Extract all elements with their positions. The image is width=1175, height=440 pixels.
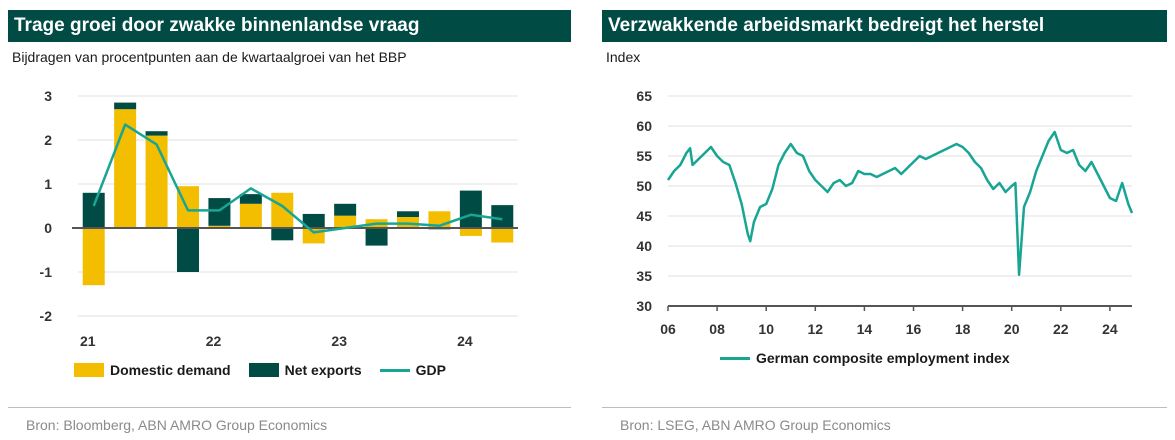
x-tick-label: 23 — [331, 333, 347, 349]
right-chart-plot: 65 60 55 50 45 40 35 30 06 08 10 12 14 16 18 20 22 24 — [636, 88, 1134, 337]
y-tick-label: 30 — [636, 298, 652, 314]
legend-item-employment-index: German composite employment index — [720, 350, 1010, 366]
x-tick-label: 20 — [1004, 321, 1020, 337]
legend-item-domestic-demand: Domestic demand — [74, 362, 231, 378]
bar-net-exports — [491, 205, 514, 228]
bar-net-exports — [145, 131, 168, 136]
bar-domestic-demand — [145, 135, 168, 228]
bar-domestic-demand — [208, 225, 231, 228]
bar-net-exports — [397, 211, 419, 217]
y-tick-label: -2 — [40, 308, 53, 324]
bar-net-exports — [239, 194, 262, 204]
gdp-line — [92, 123, 503, 234]
right-chart-legend: German composite employment index — [720, 350, 1028, 366]
left-divider — [8, 407, 571, 408]
y-tick-label: 2 — [44, 132, 52, 148]
bar-net-exports — [271, 228, 294, 241]
y-tick-label: 40 — [636, 238, 652, 254]
bar-domestic-demand — [239, 203, 262, 228]
x-tick-label: 21 — [80, 333, 96, 349]
x-tick-label: 08 — [709, 321, 725, 337]
employment-index-line — [666, 130, 1134, 277]
x-tick-label: 10 — [758, 321, 774, 337]
legend-item-gdp: GDP — [379, 362, 446, 378]
bar-domestic-demand — [334, 215, 357, 228]
legend-swatch-gdp — [379, 368, 410, 372]
left-chart-panel: 3 2 1 0 -1 -2 21 22 23 24 Trage groei door zwakke… — [8, 10, 571, 440]
legend-swatch-domestic — [74, 363, 104, 377]
y-tick-label: 50 — [636, 178, 652, 194]
legend-label-domestic: Domestic demand — [110, 362, 231, 378]
legend-label-gdp: GDP — [415, 362, 446, 378]
bar-net-exports — [208, 198, 231, 226]
x-tick-label: 24 — [1102, 321, 1118, 337]
bar-net-exports — [114, 102, 137, 110]
y-tick-label: 65 — [636, 88, 652, 104]
y-tick-label: 55 — [636, 148, 652, 164]
bar-domestic-demand — [82, 228, 105, 286]
right-chart-ylabel: Index — [606, 49, 641, 65]
legend-swatch-net-exports — [248, 363, 279, 377]
y-tick-label: 1 — [44, 176, 52, 192]
bar-domestic-demand — [459, 228, 482, 236]
y-tick-label: -1 — [40, 264, 53, 280]
bar-net-exports — [302, 213, 325, 228]
bar-net-exports — [365, 228, 388, 246]
bar-net-exports — [82, 192, 105, 228]
x-tick-label: 22 — [206, 333, 222, 349]
x-tick-label: 06 — [660, 321, 676, 337]
legend-swatch-employment — [720, 356, 750, 360]
left-chart-legend: Domestic demand Net exports GDP — [74, 362, 464, 378]
bar-domestic-demand — [491, 228, 514, 243]
legend-label-net-exports: Net exports — [284, 362, 362, 378]
right-divider — [602, 407, 1167, 408]
y-tick-label: 60 — [636, 118, 652, 134]
y-tick-label: 0 — [44, 220, 52, 236]
left-source-note: Bron: Bloomberg, ABN AMRO Group Economic… — [26, 417, 328, 433]
x-tick-label: 18 — [955, 321, 971, 337]
bar-domestic-demand — [271, 192, 294, 228]
left-chart-subtitle: Bijdragen van procentpunten aan de kwart… — [12, 49, 407, 65]
legend-label-employment: German composite employment index — [756, 350, 1010, 366]
y-tick-label: 3 — [44, 88, 52, 104]
right-chart-panel: 65 60 55 50 45 40 35 30 06 08 10 12 14 16 18 20 22 24 Ver… — [602, 10, 1167, 440]
right-source-note: Bron: LSEG, ABN AMRO Group Economics — [620, 417, 891, 433]
left-chart-title: Trage groei door zwakke binnenlandse vra… — [8, 10, 571, 42]
x-tick-label: 22 — [1053, 321, 1069, 337]
bar-net-exports — [459, 190, 482, 228]
x-tick-label: 24 — [457, 333, 473, 349]
x-tick-label: 12 — [808, 321, 824, 337]
bar-net-exports — [177, 228, 199, 272]
bar-net-exports — [334, 203, 357, 216]
legend-item-net-exports: Net exports — [248, 362, 362, 378]
x-tick-label: 16 — [906, 321, 922, 337]
y-tick-label: 45 — [636, 208, 652, 224]
right-chart-title: Verzwakkende arbeidsmarkt bedreigt het h… — [602, 10, 1167, 42]
y-tick-label: 35 — [636, 268, 652, 284]
x-tick-label: 14 — [857, 321, 873, 337]
